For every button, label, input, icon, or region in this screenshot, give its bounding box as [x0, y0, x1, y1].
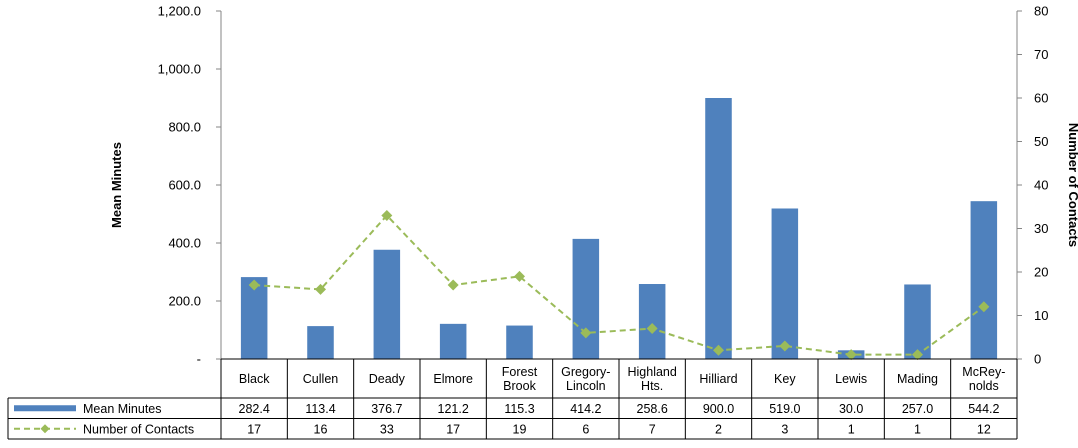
legend-label-number-of-contacts: Number of Contacts — [83, 422, 194, 436]
y-tick-label: - — [197, 352, 201, 367]
y-tick-label: 1,000.0 — [158, 62, 201, 77]
y2-tick-label: 0 — [1034, 352, 1041, 367]
bar-8 — [705, 98, 732, 359]
table-cell-mean-minutes: 113.4 — [305, 402, 335, 416]
contacts-line — [254, 213, 985, 356]
category-label: Brook — [503, 379, 536, 393]
y-tick-label: 800.0 — [168, 120, 201, 135]
legend-key-mean-minutes — [14, 405, 76, 412]
contacts-marker-11 — [912, 349, 923, 361]
bar-2 — [307, 326, 334, 359]
y2-tick-label: 60 — [1034, 91, 1048, 106]
y-tick-label: 400.0 — [168, 236, 201, 251]
contacts-marker-3 — [381, 209, 393, 221]
contacts-marker-5 — [514, 270, 525, 282]
bar-1 — [240, 277, 268, 359]
contacts-marker-9 — [779, 340, 791, 352]
bar-9 — [771, 208, 799, 359]
category-label: Cullen — [303, 372, 338, 386]
category-label: Hilliard — [699, 372, 737, 386]
y2-tick-label: 70 — [1034, 47, 1048, 62]
table-cell-number-of-contacts: 1 — [848, 422, 855, 436]
category-label: Mading — [897, 372, 938, 386]
table-cell-mean-minutes: 376.7 — [371, 402, 402, 416]
contacts-marker-6 — [580, 327, 592, 339]
table-cell-mean-minutes: 282.4 — [239, 402, 270, 416]
y2-tick-label: 40 — [1034, 178, 1048, 193]
table-cell-mean-minutes: 900.0 — [703, 402, 734, 416]
y-axis-title: Mean Minutes — [109, 142, 124, 228]
y2-tick-label: 10 — [1034, 308, 1048, 323]
y-tick-label: 600.0 — [168, 178, 201, 193]
table-cell-number-of-contacts: 33 — [380, 422, 394, 436]
category-label: Key — [774, 372, 796, 386]
table-cell-number-of-contacts: 17 — [247, 422, 261, 436]
table-cell-mean-minutes: 544.2 — [968, 402, 999, 416]
table-cell-mean-minutes: 121.2 — [438, 402, 469, 416]
table-cell-number-of-contacts: 16 — [314, 422, 328, 436]
category-label: Lincoln — [566, 379, 606, 393]
y2-tick-label: 20 — [1034, 265, 1048, 280]
contacts-marker-12 — [978, 301, 990, 313]
bar-4 — [439, 323, 467, 359]
table-cell-mean-minutes: 257.0 — [902, 402, 933, 416]
table-cell-mean-minutes: 258.6 — [637, 402, 668, 416]
table-cell-number-of-contacts: 12 — [977, 422, 991, 436]
bar-12 — [970, 201, 998, 359]
table-cell-number-of-contacts: 19 — [513, 422, 527, 436]
table-cell-number-of-contacts: 3 — [781, 422, 788, 436]
contacts-marker-2 — [315, 283, 326, 295]
table-cell-number-of-contacts: 1 — [914, 422, 921, 436]
category-label: nolds — [969, 379, 999, 393]
category-label: Forest — [502, 365, 538, 379]
y2-tick-label: 80 — [1034, 4, 1048, 19]
table-cell-number-of-contacts: 6 — [582, 422, 589, 436]
contacts-marker-10 — [845, 349, 857, 361]
bar-5 — [506, 325, 533, 359]
category-label: Elmore — [433, 372, 473, 386]
contacts-marker-7 — [646, 323, 658, 335]
contacts-marker-4 — [447, 279, 459, 291]
category-label: Lewis — [835, 372, 867, 386]
category-label: Hts. — [641, 379, 663, 393]
table-cell-mean-minutes: 30.0 — [839, 402, 863, 416]
table-cell-number-of-contacts: 17 — [446, 422, 460, 436]
contacts-marker-8 — [713, 344, 724, 356]
bar-11 — [904, 284, 931, 359]
category-label: Black — [239, 372, 270, 386]
category-label: Deady — [369, 372, 406, 386]
table-cell-mean-minutes: 115.3 — [504, 402, 534, 416]
category-label: Highland — [627, 365, 676, 379]
table-cell-mean-minutes: 414.2 — [570, 402, 601, 416]
y2-tick-label: 50 — [1034, 134, 1048, 149]
category-label: McRey- — [962, 365, 1005, 379]
table-cell-number-of-contacts: 7 — [649, 422, 656, 436]
bar-3 — [373, 249, 401, 359]
y2-tick-label: 30 — [1034, 221, 1048, 236]
legend-key-marker — [40, 424, 50, 434]
contacts-marker-1 — [248, 279, 260, 291]
table-cell-number-of-contacts: 2 — [715, 422, 722, 436]
legend-label-mean-minutes: Mean Minutes — [83, 402, 162, 416]
category-label: Gregory- — [561, 365, 610, 379]
y-tick-label: 1,200.0 — [158, 4, 201, 19]
y-tick-label: 200.0 — [168, 294, 201, 309]
y2-axis-title: Number of Contacts — [1066, 123, 1078, 247]
table-cell-mean-minutes: 519.0 — [769, 402, 800, 416]
bar-6 — [572, 238, 600, 359]
bar-7 — [638, 284, 666, 359]
